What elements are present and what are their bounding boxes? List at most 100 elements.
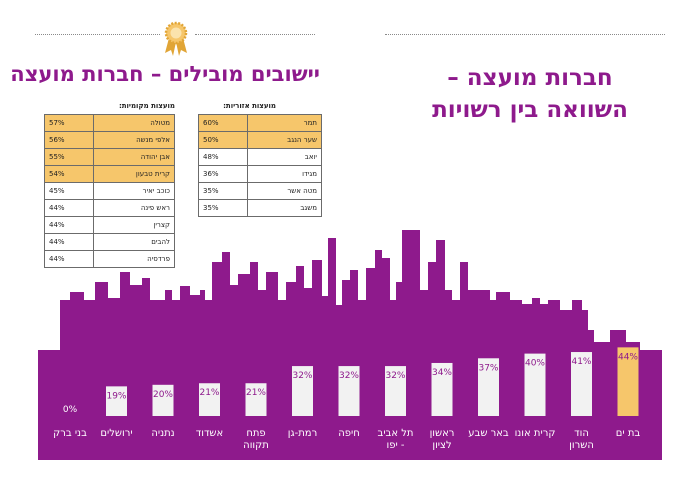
bar	[152, 384, 174, 416]
row-value: 35%	[198, 182, 248, 200]
category-label: בני ברק	[53, 428, 87, 439]
bar-data-label: 32%	[385, 371, 405, 381]
bar-group	[106, 347, 639, 416]
table-row: 45% כוכב יאיר	[44, 182, 175, 200]
row-name: אלפי מנשה	[93, 131, 175, 149]
row-name: יואב	[247, 148, 322, 166]
bar-data-label: 32%	[292, 371, 312, 381]
local-councils-table: 57% מטולה 56% אלפי מנשה 55% אבן יהודה 54% קרית …	[44, 114, 175, 268]
table-row: 57% מטולה	[44, 114, 175, 132]
main-title-line-1: חברות מועצה –	[447, 65, 613, 91]
row-value: 56%	[44, 131, 94, 149]
bar-data-label: 21%	[246, 388, 266, 398]
skyline-silhouette	[38, 230, 662, 460]
row-value: 44%	[44, 250, 94, 268]
category-label: רמת-גן	[288, 428, 317, 439]
category-label: קרית אונו	[515, 428, 556, 439]
bar-data-label: 0%	[63, 405, 78, 415]
bar	[478, 358, 499, 416]
row-value: 55%	[44, 148, 94, 166]
row-name: מטה אשר	[247, 182, 322, 200]
bar	[292, 366, 313, 416]
row-name: מגידו	[247, 165, 322, 183]
table-row: 55% אבן יהודה	[44, 148, 175, 166]
main-title: חברות מועצה – השוואה בין רשויות	[380, 62, 680, 126]
bar-data-label: 21%	[199, 388, 219, 398]
category-label: תקווה	[243, 440, 269, 451]
table-row: 36% מגידו	[198, 165, 322, 183]
category-label: ראשון	[430, 428, 455, 439]
bar	[338, 366, 360, 416]
table-row: 44% קצרין	[44, 216, 175, 234]
row-name: שער הנגב	[247, 131, 322, 149]
bar	[617, 347, 639, 416]
bar-value-labels: 0% 19% 20% 21% 21% 32% 32% 32% 34% 37% 40% 41% 44%	[63, 352, 639, 415]
bar-data-label: 44%	[618, 352, 638, 362]
bar-data-label: 32%	[339, 371, 359, 381]
row-value: 60%	[198, 114, 248, 132]
row-value: 44%	[44, 199, 94, 217]
row-value: 50%	[198, 131, 248, 149]
row-value: 57%	[44, 114, 94, 132]
category-label: השרון	[569, 440, 594, 451]
table-row: 50% שער הנגב	[198, 131, 322, 149]
dotted-divider-right	[385, 34, 665, 35]
table-row: 35% מטה אשר	[198, 182, 322, 200]
leading-towns-title: יישובים מובילים – חברות מועצה	[10, 62, 320, 86]
row-value: 54%	[44, 165, 94, 183]
category-label: אשדוד	[196, 428, 223, 439]
table-row: 44% להבים	[44, 233, 175, 251]
local-councils-label: מועצות מקומיות:	[118, 102, 175, 110]
category-label: תל אביב	[378, 428, 414, 439]
category-label: באר שבע	[468, 428, 509, 439]
bar	[385, 366, 406, 416]
row-name: קרית טבעון	[93, 165, 175, 183]
table-row: 56% אלפי מנשה	[44, 131, 175, 149]
bar-data-label: 19%	[106, 391, 126, 401]
table-row: 44% ראש פינה	[44, 199, 175, 217]
bar	[431, 362, 453, 416]
bar	[106, 386, 127, 416]
bar	[245, 383, 267, 416]
table-row: 48% יואב	[198, 148, 322, 166]
category-label: ירושלים	[100, 428, 132, 439]
bar	[199, 383, 220, 416]
bar-data-label: 20%	[153, 390, 173, 400]
bar	[524, 353, 546, 416]
bar-data-label: 34%	[432, 368, 452, 378]
dotted-divider-left-2	[195, 34, 315, 35]
row-name: תמר	[247, 114, 322, 132]
bar	[571, 352, 592, 416]
regional-councils-table: 60% תמר 50% שער הנגב 48% יואב 36% מגידו 35% מטה א…	[198, 114, 322, 217]
row-name: משגב	[247, 199, 322, 217]
row-value: 44%	[44, 233, 94, 251]
row-name: קצרין	[93, 216, 175, 234]
row-name: פרדסיה	[93, 250, 175, 268]
row-value: 48%	[198, 148, 248, 166]
row-name: להבים	[93, 233, 175, 251]
bar-data-label: 40%	[525, 359, 545, 369]
row-value: 44%	[44, 216, 94, 234]
row-name: אבן יהודה	[93, 148, 175, 166]
category-label: חיפה	[338, 428, 360, 439]
table-row: 35% משגב	[198, 199, 322, 217]
category-label: - יפו	[387, 440, 405, 451]
row-value: 35%	[198, 199, 248, 217]
dotted-divider-left	[35, 34, 160, 35]
row-name: ראש פינה	[93, 199, 175, 217]
row-value: 36%	[198, 165, 248, 183]
row-name: מטולה	[93, 114, 175, 132]
award-medal-icon	[164, 21, 188, 56]
category-label: פתח	[246, 428, 265, 439]
category-label: לציון	[432, 440, 451, 451]
category-label: בת ים	[616, 428, 641, 439]
main-title-line-2: השוואה בין רשויות	[432, 97, 628, 123]
category-label: נתניה	[151, 428, 174, 439]
bar-data-label: 41%	[571, 357, 591, 367]
table-row: 44% פרדסיה	[44, 250, 175, 268]
regional-councils-label: מועצות אזוריות:	[223, 102, 276, 110]
bar-data-label: 37%	[478, 363, 498, 373]
